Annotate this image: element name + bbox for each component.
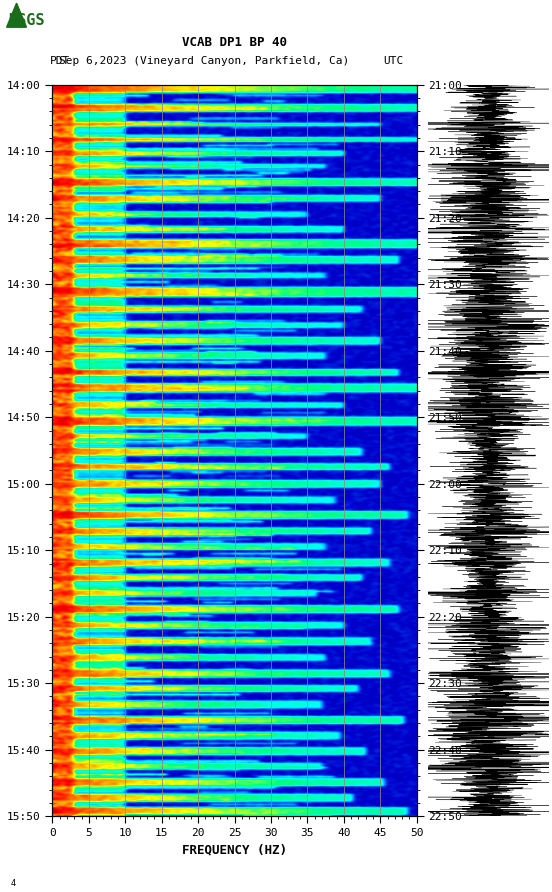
Text: PDT: PDT [50, 55, 70, 66]
Text: Sep 6,2023 (Vineyard Canyon, Parkfield, Ca): Sep 6,2023 (Vineyard Canyon, Parkfield, … [59, 55, 349, 66]
Text: USGS: USGS [8, 13, 45, 29]
Text: UTC: UTC [384, 55, 404, 66]
Text: 4: 4 [11, 879, 17, 888]
X-axis label: FREQUENCY (HZ): FREQUENCY (HZ) [182, 844, 287, 856]
Text: VCAB DP1 BP 40: VCAB DP1 BP 40 [182, 37, 287, 49]
Polygon shape [7, 3, 26, 28]
